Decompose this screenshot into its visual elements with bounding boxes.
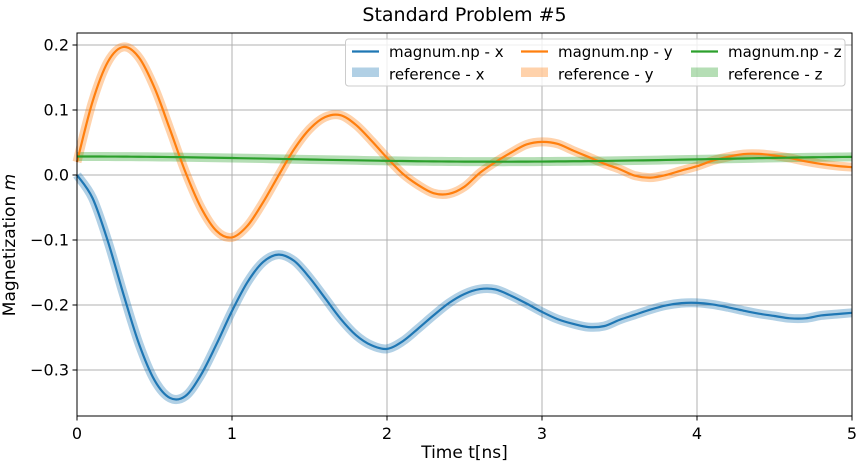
y-tick-label-2: 0.0 xyxy=(44,166,69,185)
x-tick-label-3: 3 xyxy=(537,424,547,443)
series-reference-x-band xyxy=(73,172,853,405)
y-axis-label-symbol: m xyxy=(0,174,20,191)
y-tick-label-5: −0.3 xyxy=(30,361,69,380)
axes-frame xyxy=(76,32,853,417)
y-tick-label-4: −0.2 xyxy=(30,296,69,315)
x-tick-label-0: 0 xyxy=(72,424,82,443)
y-tick-label-0: 0.2 xyxy=(44,36,69,55)
x-axis-label: Time t[ns] xyxy=(420,443,508,463)
legend-band-swatch-x xyxy=(352,67,379,77)
legend-label-reference-y: reference - y xyxy=(558,66,654,84)
x-tick-label-4: 4 xyxy=(692,424,702,443)
tick-marks xyxy=(72,44,853,421)
legend-entry-magnum-y: magnum.np - y xyxy=(521,43,673,61)
legend-label-magnum-y: magnum.np - y xyxy=(558,43,673,61)
legend-entry-magnum-z: magnum.np - z xyxy=(691,43,842,61)
x-tick-label-2: 2 xyxy=(382,424,392,443)
x-tick-label-1: 1 xyxy=(227,424,237,443)
legend-label-magnum-x: magnum.np - x xyxy=(389,43,504,61)
chart-title: Standard Problem #5 xyxy=(362,4,566,26)
y-axis-label-text: Magnetization xyxy=(0,190,20,316)
legend-band-swatch-y xyxy=(521,67,548,77)
legend-band-swatch-z xyxy=(691,67,718,77)
magnum-lines xyxy=(75,45,853,401)
legend-label-reference-z: reference - z xyxy=(728,66,823,84)
y-tick-label-1: 0.1 xyxy=(44,101,69,120)
legend-frame xyxy=(345,38,846,87)
legend: magnum.np - x reference - x magnum.np - … xyxy=(345,38,846,87)
reference-bands xyxy=(72,42,853,405)
legend-entry-reference-x: reference - x xyxy=(352,66,485,84)
y-axis-label: Magnetization m xyxy=(0,174,20,316)
legend-label-reference-x: reference - x xyxy=(389,66,485,84)
x-tick-label-5: 5 xyxy=(847,424,857,443)
gridlines xyxy=(76,33,853,416)
legend-label-magnum-z: magnum.np - z xyxy=(728,43,842,61)
legend-entry-reference-y: reference - y xyxy=(521,66,654,84)
legend-entry-reference-z: reference - z xyxy=(691,66,823,84)
y-tick-label-3: −0.1 xyxy=(30,231,69,250)
legend-entry-magnum-x: magnum.np - x xyxy=(352,43,504,61)
series-magnum-x-line xyxy=(76,174,853,401)
series-magnum-z-line xyxy=(76,155,853,163)
